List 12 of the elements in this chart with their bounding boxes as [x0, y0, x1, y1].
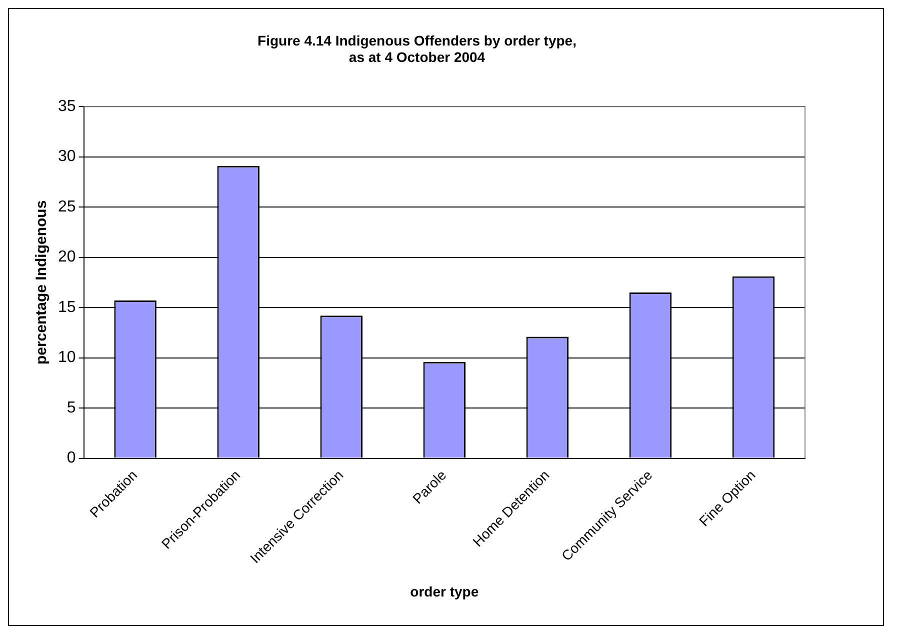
y-tick-label: 15 [58, 298, 76, 316]
y-tick-label: 30 [58, 148, 76, 166]
y-tick-label: 20 [58, 248, 76, 266]
y-tick-label: 10 [58, 349, 76, 366]
y-tick-label: 25 [58, 198, 76, 216]
text: as at 4 October 2004 [348, 49, 486, 66]
text: Figure 4.14 Indigenous Offenders by order type, [258, 32, 576, 48]
y-tick-label: 5 [66, 399, 76, 416]
y-tick-label: 0 [66, 450, 76, 467]
y-axis-title: percentage Indigenous [33, 200, 50, 365]
x-axis-title: order type [410, 583, 479, 600]
y-tick-label: 35 [58, 98, 76, 116]
